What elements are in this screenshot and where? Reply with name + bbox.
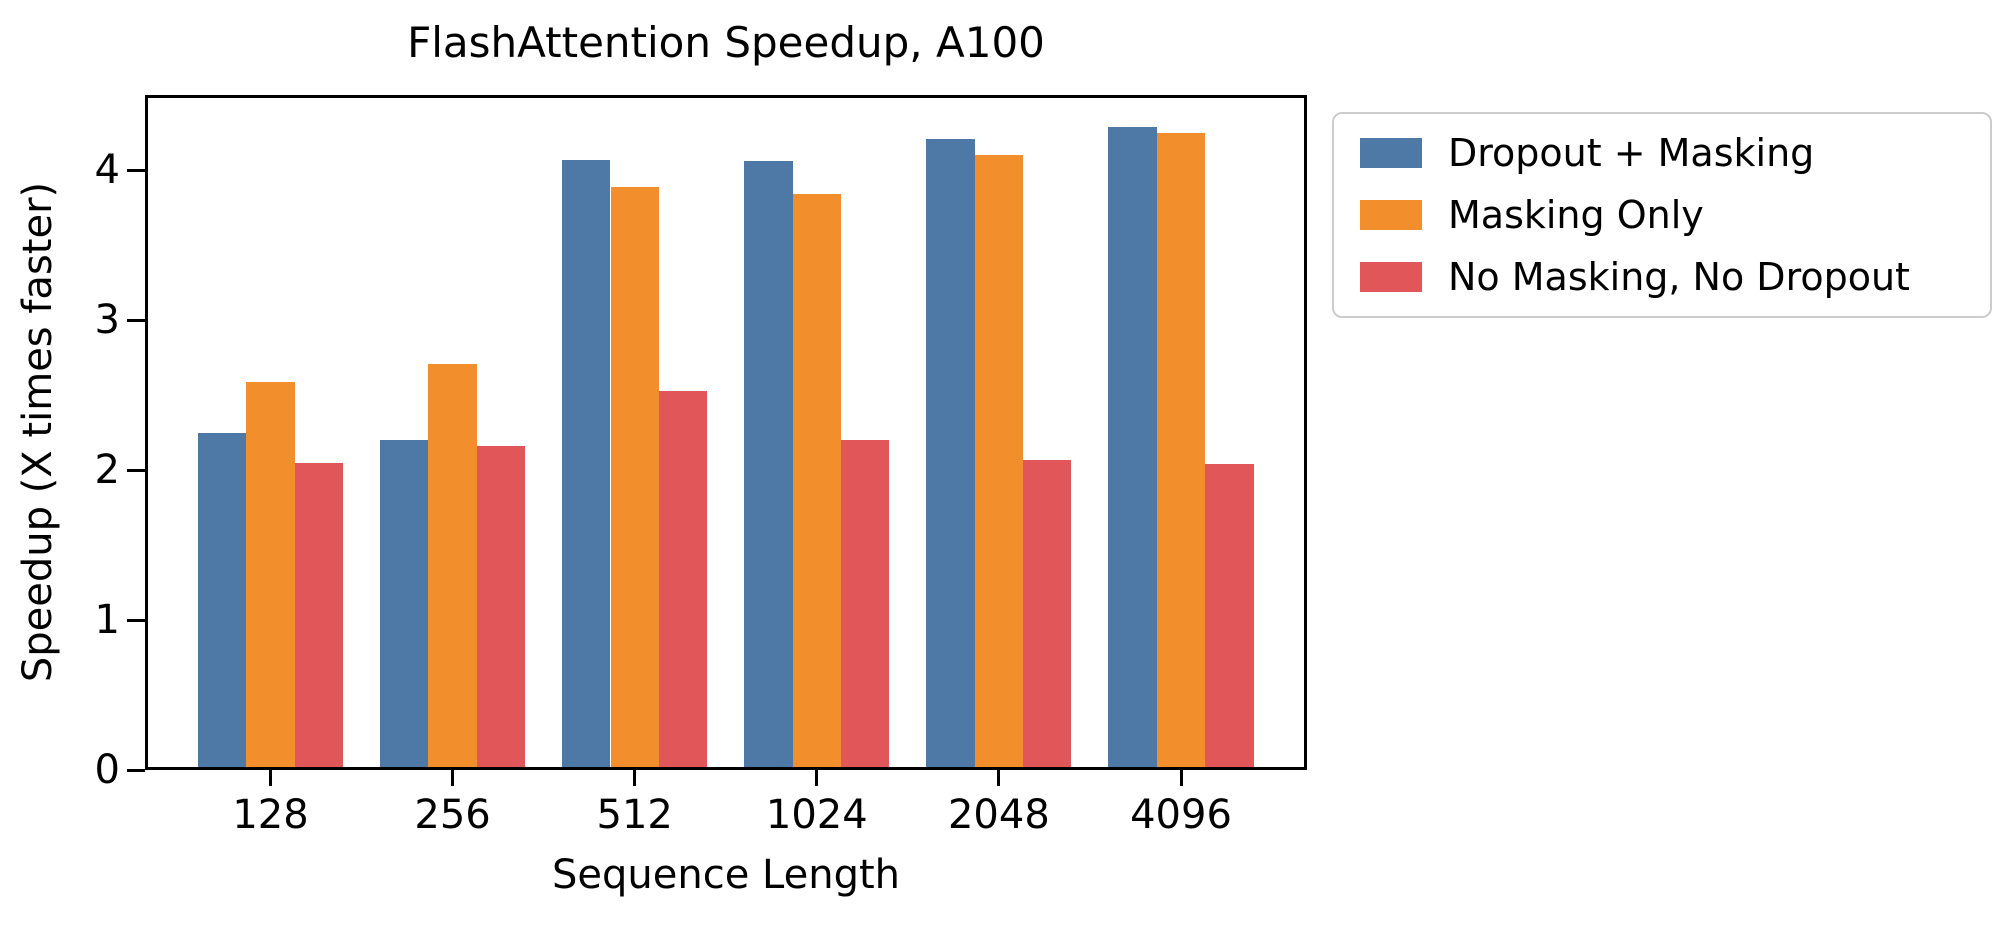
bar-1024-series-1	[792, 194, 841, 767]
bar-4096-series-0	[1108, 126, 1157, 767]
y-tick-label: 0	[94, 747, 120, 793]
x-tick-label: 2048	[947, 792, 1050, 838]
x-axis-label: Sequence Length	[552, 852, 900, 898]
bar-1024-series-2	[841, 440, 890, 767]
y-tick-mark	[127, 768, 145, 772]
legend-swatch	[1360, 138, 1422, 168]
legend-label: Dropout + Masking	[1448, 131, 1815, 175]
bar-128-series-1	[246, 381, 295, 767]
x-tick-label: 512	[596, 792, 673, 838]
y-tick-label: 4	[94, 147, 120, 193]
bar-1024-series-0	[744, 161, 793, 767]
legend-swatch	[1360, 200, 1422, 230]
legend-label: Masking Only	[1448, 193, 1704, 237]
bar-4096-series-1	[1156, 132, 1206, 767]
bar-2048-series-1	[974, 155, 1024, 767]
bar-2048-series-2	[1023, 459, 1072, 767]
x-tick-mark	[269, 770, 272, 786]
x-tick-label: 256	[414, 792, 491, 838]
x-tick-label: 1024	[765, 792, 868, 838]
bar-128-series-0	[197, 432, 247, 767]
x-tick-mark	[815, 770, 819, 786]
legend-item: Masking Only	[1360, 193, 1964, 237]
legend-label: No Masking, No Dropout	[1448, 255, 1910, 299]
bar-256-series-1	[428, 363, 477, 767]
chart-title: FlashAttention Speedup, A100	[407, 18, 1045, 67]
bar-256-series-2	[476, 446, 526, 767]
legend: Dropout + Masking Masking Only No Masking,…	[1332, 112, 1992, 318]
y-tick-label: 1	[94, 597, 120, 643]
legend-item: No Masking, No Dropout	[1360, 255, 1964, 299]
x-tick-label: 128	[232, 792, 309, 838]
bar-256-series-0	[380, 440, 429, 767]
y-tick-mark	[127, 168, 145, 172]
y-tick-mark	[127, 318, 145, 322]
y-tick-mark	[127, 468, 145, 472]
x-tick-mark	[451, 770, 455, 786]
y-tick-label: 2	[94, 447, 120, 493]
x-tick-mark	[633, 770, 637, 786]
bar-512-series-2	[658, 390, 708, 767]
bar-512-series-1	[610, 186, 659, 767]
plot-area	[145, 95, 1307, 770]
x-tick-mark	[1179, 770, 1183, 786]
bar-512-series-0	[562, 159, 611, 767]
legend-swatch	[1360, 262, 1422, 292]
y-tick-mark	[127, 618, 145, 622]
bar-4096-series-2	[1205, 464, 1254, 767]
bar-128-series-2	[294, 462, 344, 767]
legend-item: Dropout + Masking	[1360, 131, 1964, 175]
x-tick-mark	[997, 770, 1001, 786]
bar-2048-series-0	[926, 138, 975, 767]
x-tick-label: 4096	[1130, 792, 1232, 838]
y-tick-label: 3	[94, 297, 120, 343]
